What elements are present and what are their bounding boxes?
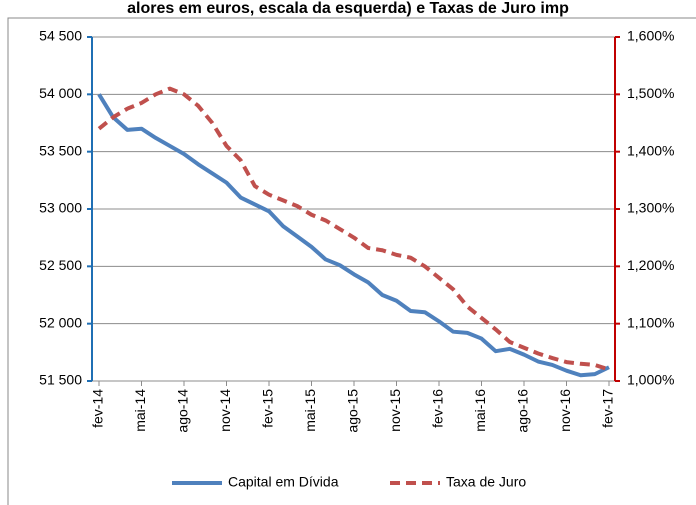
y-tick-label: 52 500 <box>39 257 82 273</box>
x-tick-label: mai-14 <box>132 389 148 432</box>
series-line <box>97 86 610 372</box>
y-tick-label: 53 500 <box>39 142 82 158</box>
y-tick-label: 52 000 <box>39 314 82 330</box>
x-tick-label: mai-15 <box>302 389 318 432</box>
y2-tick-label: 1,500% <box>627 85 674 101</box>
y2-tick-label: 1,100% <box>627 314 674 330</box>
y-tick-label: 51 500 <box>39 372 82 388</box>
y2-tick-label: 1,000% <box>627 372 674 388</box>
x-tick-label: nov-14 <box>217 389 233 432</box>
y-tick-label: 54 500 <box>39 28 82 44</box>
legend-label: Taxa de Juro <box>446 474 526 490</box>
x-tick-label: nov-16 <box>557 389 573 432</box>
y2-tick-label: 1,200% <box>627 257 674 273</box>
x-tick-label: fev-16 <box>430 389 446 428</box>
x-tick-label: fev-17 <box>600 389 616 428</box>
x-tick-label: ago-14 <box>175 389 191 433</box>
y-tick-label: 53 000 <box>39 200 82 216</box>
y-tick-label: 54 000 <box>39 85 82 101</box>
x-tick-label: ago-16 <box>515 389 531 433</box>
chart-frame <box>7 17 696 505</box>
chart-title: alores em euros, escala da esquerda) e T… <box>127 0 569 17</box>
x-tick-label: fev-15 <box>260 389 276 428</box>
x-tick-label: mai-16 <box>472 389 488 432</box>
y2-tick-label: 1,300% <box>627 200 674 216</box>
x-tick-label: nov-15 <box>387 389 403 432</box>
x-tick-label: fev-14 <box>90 389 106 428</box>
y2-tick-label: 1,400% <box>627 142 674 158</box>
y2-tick-label: 1,600% <box>627 28 674 44</box>
legend-label: Capital em Dívida <box>228 474 339 490</box>
series-line <box>97 93 610 378</box>
x-tick-label: ago-15 <box>345 389 361 433</box>
